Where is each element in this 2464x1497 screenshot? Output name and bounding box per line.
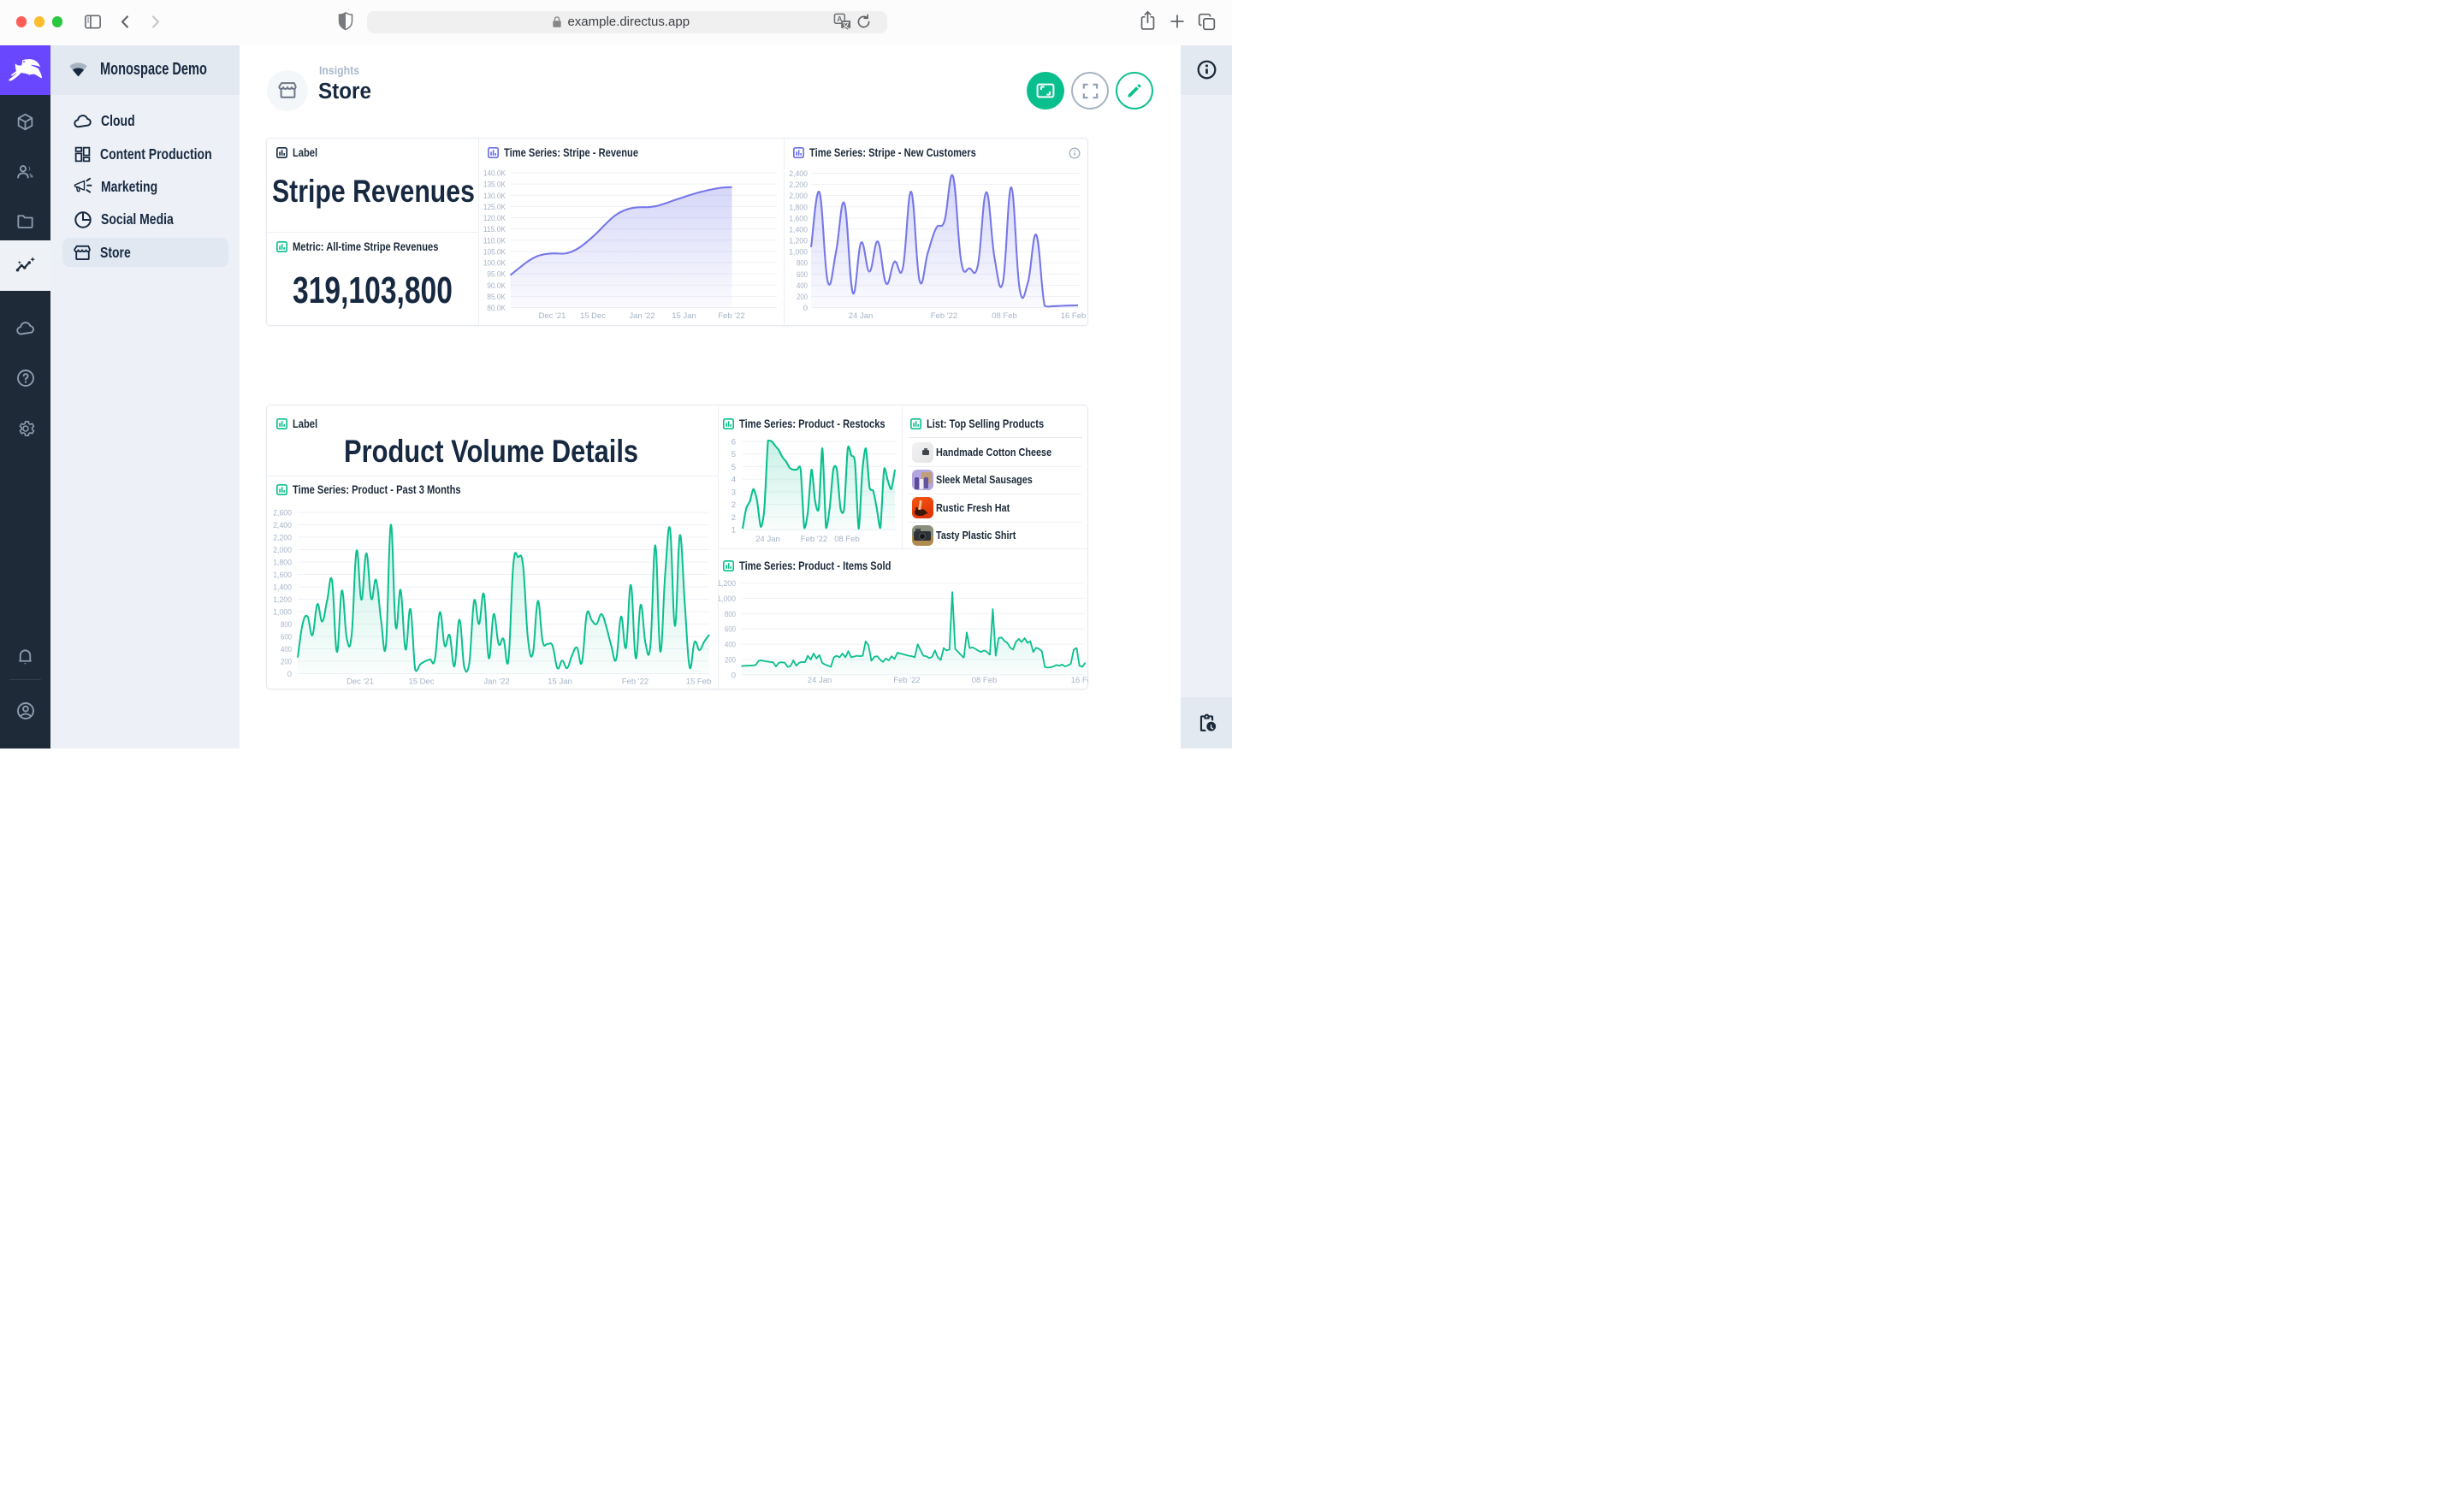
svg-text:4: 4 [732, 476, 736, 485]
svg-text:2,000: 2,000 [273, 546, 292, 555]
svg-text:1,200: 1,200 [717, 579, 736, 589]
svg-text:0: 0 [803, 304, 808, 313]
svg-text:16 Feb: 16 Feb [1061, 311, 1087, 321]
svg-text:5: 5 [732, 463, 736, 472]
svg-text:0: 0 [732, 671, 736, 680]
svg-text:600: 600 [281, 633, 292, 642]
svg-text:1,200: 1,200 [273, 595, 292, 605]
svg-text:85.0K: 85.0K [487, 292, 506, 301]
svg-text:1,800: 1,800 [273, 559, 292, 568]
svg-text:Dec '21: Dec '21 [539, 311, 566, 321]
svg-text:15 Feb: 15 Feb [686, 677, 712, 687]
svg-text:08 Feb: 08 Feb [834, 535, 860, 544]
svg-text:24 Jan: 24 Jan [849, 311, 874, 321]
svg-text:135.0K: 135.0K [483, 180, 506, 189]
svg-text:08 Feb: 08 Feb [992, 311, 1017, 321]
svg-text:Feb '22: Feb '22 [801, 535, 827, 544]
svg-text:95.0K: 95.0K [487, 269, 506, 279]
svg-text:1: 1 [732, 526, 736, 535]
svg-text:1,600: 1,600 [273, 571, 292, 580]
svg-text:600: 600 [797, 269, 808, 279]
svg-text:140.0K: 140.0K [483, 169, 506, 178]
svg-text:2,400: 2,400 [789, 169, 808, 179]
svg-text:130.0K: 130.0K [483, 191, 506, 200]
svg-text:Feb '22: Feb '22 [718, 311, 744, 321]
svg-text:08 Feb: 08 Feb [972, 676, 998, 685]
svg-text:A: A [837, 15, 842, 23]
svg-text:2,400: 2,400 [273, 521, 292, 530]
svg-text:2: 2 [732, 513, 736, 523]
svg-text:400: 400 [797, 281, 808, 290]
svg-text:Feb '22: Feb '22 [893, 676, 920, 685]
svg-text:1,000: 1,000 [273, 608, 292, 618]
svg-text:2,600: 2,600 [273, 509, 292, 518]
svg-text:400: 400 [725, 641, 736, 650]
svg-text:16 Feb: 16 Feb [1071, 676, 1088, 685]
svg-text:Feb '22: Feb '22 [622, 677, 649, 687]
svg-text:2: 2 [732, 500, 736, 510]
svg-text:600: 600 [725, 625, 736, 635]
svg-text:24 Jan: 24 Jan [755, 535, 780, 544]
svg-text:Dec '21: Dec '21 [346, 677, 374, 687]
svg-text:80.0K: 80.0K [487, 304, 506, 313]
svg-text:110.0K: 110.0K [483, 236, 506, 246]
svg-text:1,000: 1,000 [789, 247, 808, 257]
svg-text:800: 800 [797, 258, 808, 268]
svg-text:1,200: 1,200 [789, 236, 808, 246]
svg-text:800: 800 [281, 620, 292, 630]
svg-text:90.0K: 90.0K [487, 281, 506, 290]
svg-text:15 Dec: 15 Dec [580, 311, 606, 321]
svg-text:15 Jan: 15 Jan [548, 677, 572, 687]
svg-text:200: 200 [725, 656, 736, 666]
svg-text:400: 400 [281, 645, 292, 654]
svg-text:200: 200 [797, 292, 808, 301]
svg-text:2,200: 2,200 [789, 180, 808, 190]
svg-text:120.0K: 120.0K [483, 214, 506, 223]
svg-text:1,600: 1,600 [789, 214, 808, 223]
svg-text:6: 6 [732, 438, 736, 447]
svg-text:125.0K: 125.0K [483, 202, 506, 211]
svg-text:800: 800 [725, 610, 736, 619]
svg-text:Feb '22: Feb '22 [931, 311, 957, 321]
svg-text:15 Jan: 15 Jan [672, 311, 696, 321]
svg-text:1,000: 1,000 [717, 595, 736, 604]
svg-text:Jan '22: Jan '22 [483, 677, 509, 687]
svg-text:15 Dec: 15 Dec [408, 677, 434, 687]
svg-text:1,400: 1,400 [273, 583, 292, 593]
svg-text:115.0K: 115.0K [483, 225, 506, 234]
svg-text:24 Jan: 24 Jan [808, 676, 832, 685]
svg-text:Jan '22: Jan '22 [629, 311, 654, 321]
svg-text:5: 5 [732, 450, 736, 459]
svg-text:105.0K: 105.0K [483, 247, 506, 257]
svg-text:1,400: 1,400 [789, 225, 808, 234]
svg-text:2,000: 2,000 [789, 192, 808, 201]
svg-text:200: 200 [281, 658, 292, 667]
svg-text:3: 3 [732, 488, 736, 497]
svg-text:0: 0 [287, 670, 292, 679]
svg-text:100.0K: 100.0K [483, 258, 506, 268]
svg-text:1,800: 1,800 [789, 203, 808, 212]
svg-text:2,200: 2,200 [273, 534, 292, 543]
